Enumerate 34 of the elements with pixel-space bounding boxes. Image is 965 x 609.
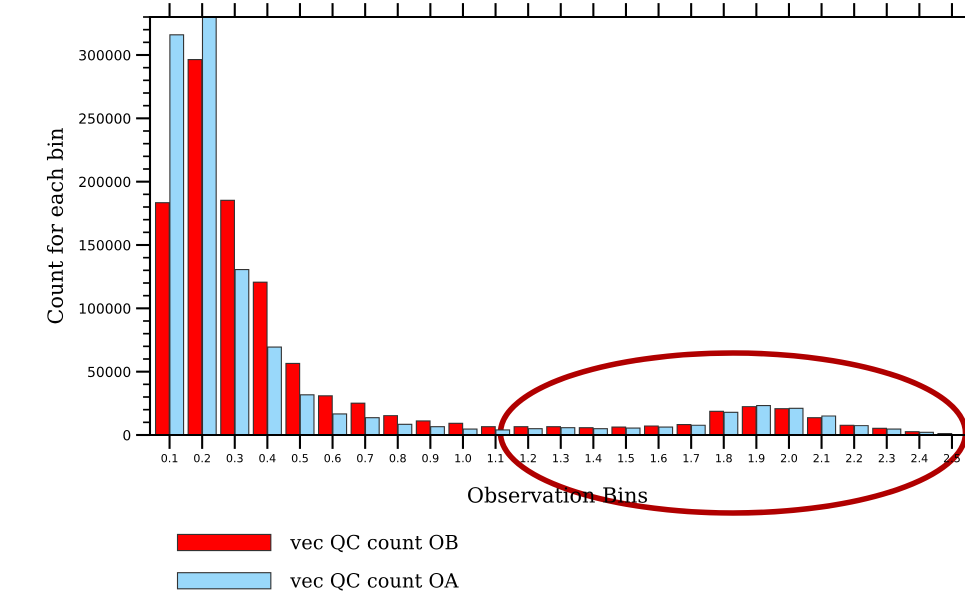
legend-label: vec QC count OB <box>290 534 458 552</box>
x-tick-label: 0.3 <box>226 454 243 462</box>
x-tick-label: 2.3 <box>878 454 895 462</box>
x-tick-label: 2.2 <box>846 454 862 462</box>
y-tick-label: 100000 <box>80 303 130 314</box>
x-tick-label: 1.2 <box>520 454 536 462</box>
y-tick-label: 250000 <box>79 113 130 124</box>
legend-label: vec QC count OA <box>290 573 459 591</box>
x-tick-label: 0.1 <box>161 454 178 462</box>
x-tick-label: 1.0 <box>455 454 472 462</box>
x-tick-label: 0.6 <box>324 454 341 462</box>
x-tick-label: 0.5 <box>292 454 308 462</box>
y-tick-label: 200000 <box>79 176 130 188</box>
x-tick-label: 1.6 <box>650 454 667 462</box>
x-tick-label: 0.9 <box>422 454 438 462</box>
x-tick-label: 2.1 <box>814 454 830 462</box>
x-tick-label: 1.1 <box>488 454 504 462</box>
x-tick-label: 0.7 <box>357 454 374 462</box>
x-tick-label: 1.3 <box>553 454 569 462</box>
y-tick-label: 300000 <box>79 50 130 60</box>
x-tick-label: 0.4 <box>259 454 276 462</box>
y-tick-label: 0 <box>123 430 130 440</box>
x-tick-label: 0.2 <box>194 454 210 462</box>
y-axis-title: Count for each bin <box>46 128 64 324</box>
x-tick-label: 1.4 <box>586 454 602 462</box>
y-tick-label: 150000 <box>80 240 130 250</box>
x-tick-label: 1.9 <box>748 454 764 462</box>
x-tick-label: 1.8 <box>716 454 732 462</box>
x-tick-label: 2.4 <box>911 454 928 462</box>
x-tick-label: 2.0 <box>780 454 798 462</box>
x-tick-label: 1.7 <box>684 454 700 462</box>
x-tick-label: 1.5 <box>618 454 634 462</box>
x-tick-label: 0.8 <box>390 454 406 462</box>
y-tick-label: 50000 <box>88 366 130 378</box>
